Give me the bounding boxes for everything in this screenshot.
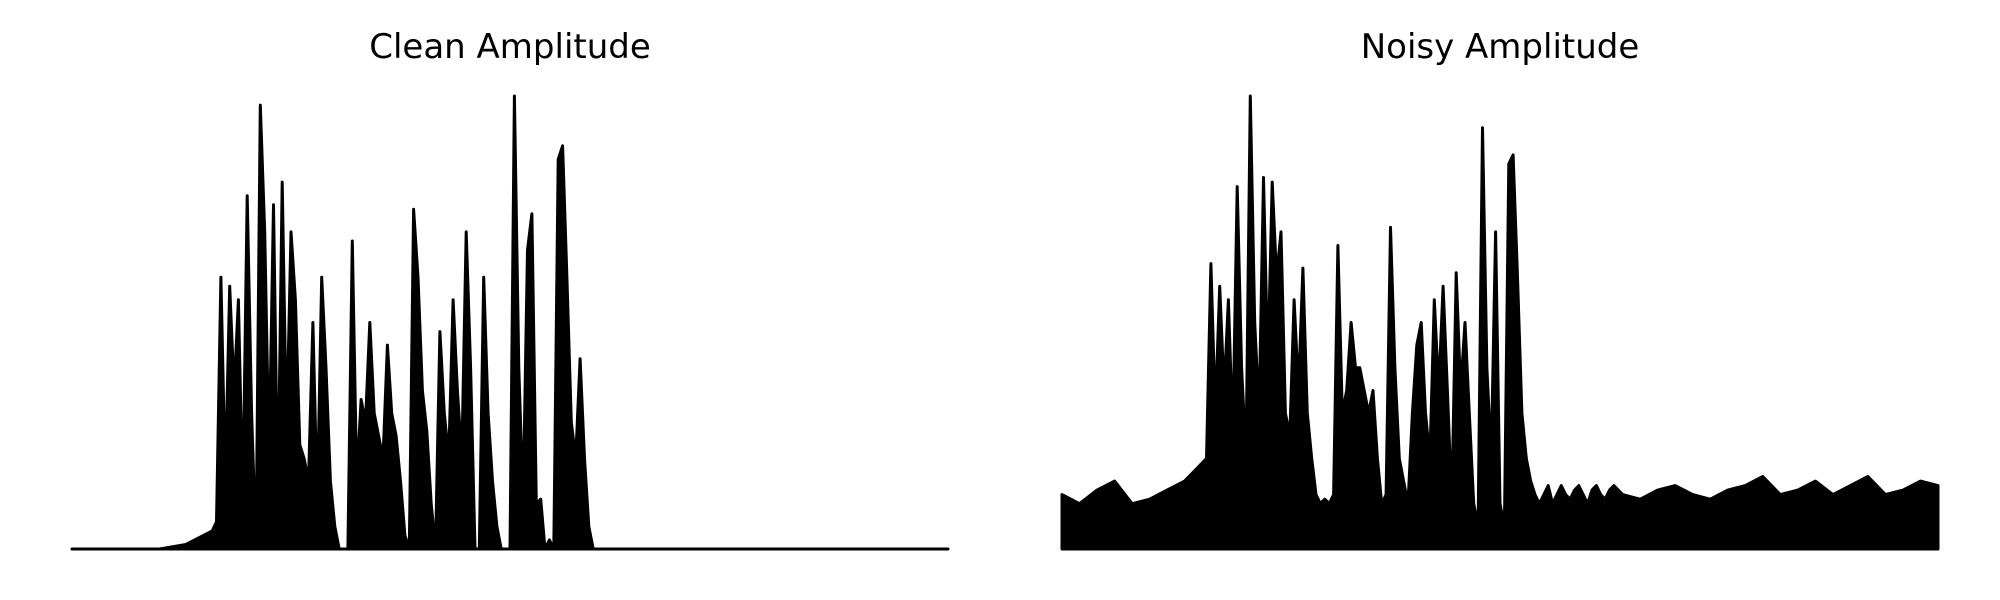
chart-panel-clean: Clean Amplitude xyxy=(70,27,950,551)
chart-title-noisy: Noisy Amplitude xyxy=(1361,27,1640,67)
chart-title-clean: Clean Amplitude xyxy=(369,27,651,67)
amplitude-area-noisy xyxy=(1060,94,1940,551)
amplitude-area-clean xyxy=(70,94,950,551)
chart-panel-noisy: Noisy Amplitude xyxy=(1060,27,1940,551)
